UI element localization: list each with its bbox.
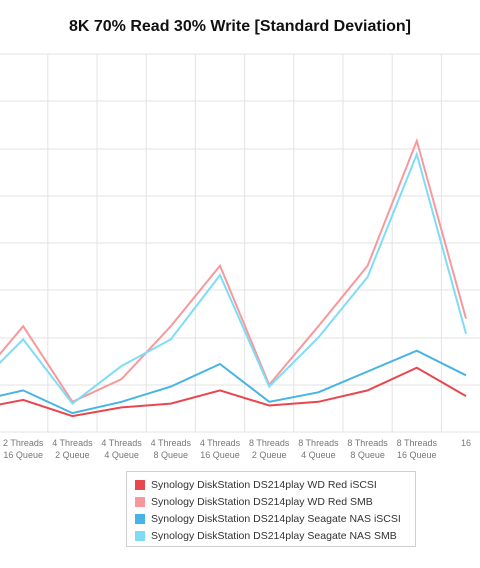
x-tick-label: 4 Queue <box>104 450 139 460</box>
series-lines <box>0 137 467 418</box>
x-tick-label: 2 Threads <box>3 438 44 448</box>
x-tick-label: 4 Threads <box>200 438 241 448</box>
legend-swatch <box>135 513 145 524</box>
x-tick-label: 16 Queue <box>397 450 437 460</box>
series-line-3 <box>0 151 467 406</box>
x-tick-label: 16 Queue <box>3 450 43 460</box>
x-tick-label: 4 Queue <box>301 450 336 460</box>
series-line-0 <box>0 366 467 418</box>
legend-swatch <box>135 496 145 507</box>
x-tick-label: 8 Threads <box>347 438 388 448</box>
legend-swatch <box>135 530 145 541</box>
x-tick-label: 4 Threads <box>151 438 192 448</box>
x-tick-label: 16 <box>461 438 471 448</box>
legend: Synology DiskStation DS214play WD Red iS… <box>126 471 416 547</box>
series-line-2 <box>0 349 467 415</box>
legend-label: Synology DiskStation DS214play Seagate N… <box>151 512 401 525</box>
legend-item: Synology DiskStation DS214play WD Red iS… <box>135 476 415 493</box>
series-line-1 <box>0 137 467 404</box>
legend-item: Synology DiskStation DS214play Seagate N… <box>135 510 415 527</box>
x-tick-label: 8 Threads <box>249 438 290 448</box>
x-tick-label: 2 Queue <box>252 450 287 460</box>
legend-label: Synology DiskStation DS214play WD Red iS… <box>151 478 377 491</box>
legend-label: Synology DiskStation DS214play Seagate N… <box>151 529 397 542</box>
grid <box>0 53 480 433</box>
chart-title: 8K 70% Read 30% Write [Standard Deviatio… <box>68 18 412 35</box>
x-tick-label: 2 Queue <box>55 450 90 460</box>
legend-label: Synology DiskStation DS214play WD Red SM… <box>151 495 373 508</box>
x-tick-label: 8 Queue <box>350 450 385 460</box>
x-tick-label: 16 Queue <box>200 450 240 460</box>
x-tick-label: 4 Threads <box>101 438 142 448</box>
legend-item: Synology DiskStation DS214play Seagate N… <box>135 527 415 544</box>
x-tick-label: 8 Threads <box>298 438 339 448</box>
x-tick-label: 8 Queue <box>154 450 189 460</box>
legend-swatch <box>135 479 145 490</box>
legend-item: Synology DiskStation DS214play WD Red SM… <box>135 493 415 510</box>
x-tick-label: 8 Threads <box>397 438 438 448</box>
x-tick-label: 4 Threads <box>52 438 93 448</box>
